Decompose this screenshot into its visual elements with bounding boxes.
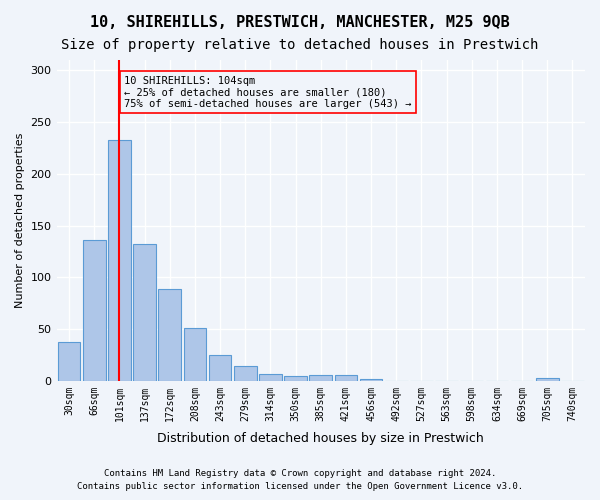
Bar [83,240,106,381]
Text: Contains HM Land Registry data © Crown copyright and database right 2024.: Contains HM Land Registry data © Crown c… [104,468,496,477]
Bar [284,376,307,381]
Bar [360,378,382,381]
Bar [58,342,80,381]
Bar [310,374,332,381]
Bar [209,355,232,381]
X-axis label: Distribution of detached houses by size in Prestwich: Distribution of detached houses by size … [157,432,484,445]
Bar [234,366,257,381]
Bar [259,374,282,381]
Bar [536,378,559,381]
Bar [158,288,181,381]
Bar [108,140,131,381]
Bar [133,244,156,381]
Bar [335,374,357,381]
Y-axis label: Number of detached properties: Number of detached properties [15,132,25,308]
Text: Size of property relative to detached houses in Prestwich: Size of property relative to detached ho… [61,38,539,52]
Text: 10 SHIREHILLS: 104sqm
← 25% of detached houses are smaller (180)
75% of semi-det: 10 SHIREHILLS: 104sqm ← 25% of detached … [124,76,412,108]
Text: 10, SHIREHILLS, PRESTWICH, MANCHESTER, M25 9QB: 10, SHIREHILLS, PRESTWICH, MANCHESTER, M… [90,15,510,30]
Bar [184,328,206,381]
Text: Contains public sector information licensed under the Open Government Licence v3: Contains public sector information licen… [77,482,523,491]
